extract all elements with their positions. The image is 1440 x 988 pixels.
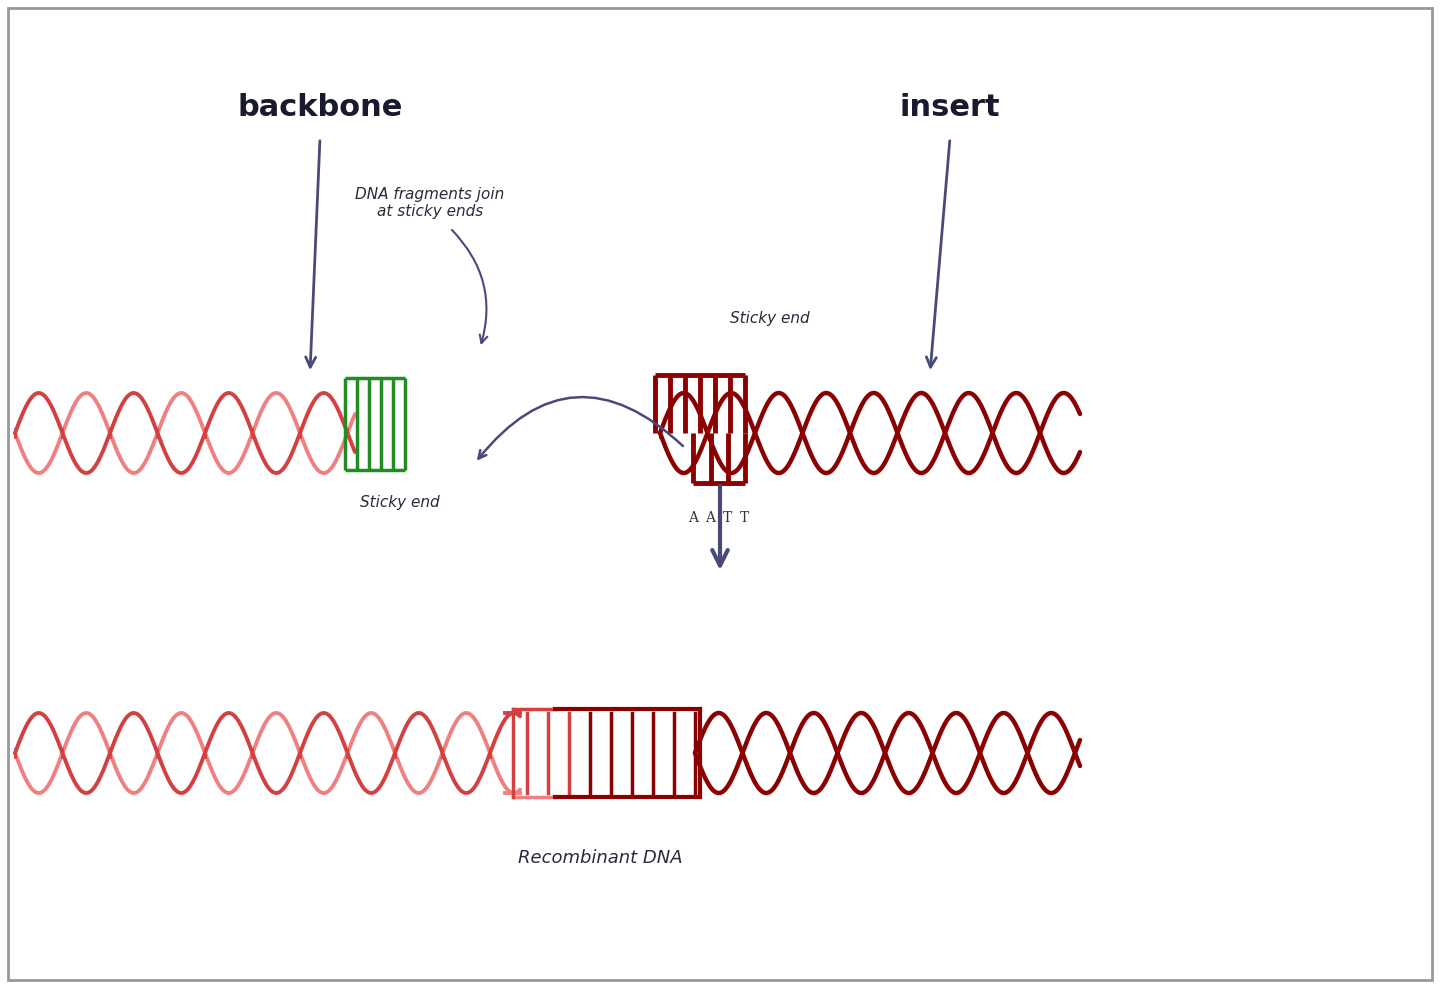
Text: backbone: backbone [238,94,403,123]
Text: T: T [723,511,733,525]
Text: T: T [740,511,750,525]
Text: insert: insert [900,94,1001,123]
Text: Recombinant DNA: Recombinant DNA [518,849,683,867]
FancyBboxPatch shape [9,8,1431,980]
Text: A: A [688,511,698,525]
Text: Sticky end: Sticky end [730,310,809,325]
Text: Sticky end: Sticky end [360,496,439,511]
FancyArrowPatch shape [478,397,683,458]
Text: DNA fragments join
at sticky ends: DNA fragments join at sticky ends [356,187,504,219]
Text: A: A [706,511,716,525]
